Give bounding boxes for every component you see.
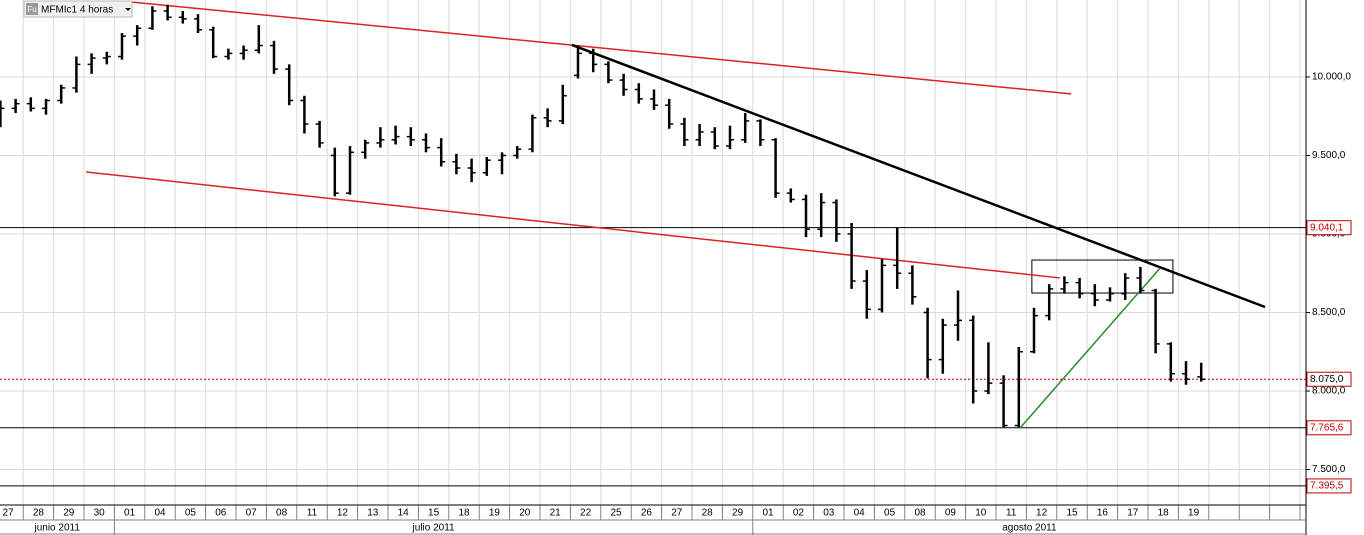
symbol-icon-text: Fu: [27, 5, 36, 14]
highlight-box: [1031, 259, 1174, 294]
x-tick-label: 12: [337, 508, 349, 519]
x-tick-label: 10: [975, 508, 987, 519]
x-tick-label: 02: [793, 508, 805, 519]
x-tick-label: 27: [2, 508, 14, 519]
x-tick-label: 14: [398, 508, 410, 519]
x-tick-label: 29: [63, 508, 75, 519]
y-tick-label: 10.000,0: [1312, 72, 1351, 83]
level-label-box: [1306, 478, 1352, 494]
x-tick-label: 19: [1188, 508, 1200, 519]
x-tick-label: 17: [1127, 508, 1139, 519]
x-tick-label: 04: [154, 508, 166, 519]
level-label: 7.395,5: [1310, 481, 1344, 492]
y-tick-label: 8.000,0: [1312, 386, 1346, 397]
x-tick-label: 19: [489, 508, 501, 519]
x-tick-label: 28: [702, 508, 714, 519]
x-tick-label: 07: [246, 508, 258, 519]
level-label: 8.075,0: [1310, 374, 1344, 385]
title-box: [23, 0, 133, 18]
trendline: [571, 43, 1266, 309]
x-tick-label: 09: [945, 508, 957, 519]
trendline: [129, 1, 1072, 95]
y-tick-label: 8.500,0: [1312, 307, 1346, 318]
x-tick-label: 15: [1066, 508, 1078, 519]
x-tick-label: 06: [215, 508, 227, 519]
title-dropdown: [125, 8, 131, 11]
x-tick-label: 22: [580, 508, 592, 519]
x-tick-label: 13: [367, 508, 379, 519]
x-tick-label: 16: [1097, 508, 1109, 519]
x-tick-label: 18: [1158, 508, 1170, 519]
month-label: agosto 2011: [1002, 523, 1057, 534]
x-tick-label: 11: [1006, 508, 1017, 519]
x-tick-label: 05: [884, 508, 896, 519]
x-tick-label: 28: [33, 508, 45, 519]
x-tick-label: 25: [610, 508, 622, 519]
y-tick-label: 7.500,0: [1312, 464, 1346, 475]
x-tick-label: 08: [914, 508, 926, 519]
level-label-box: [1306, 220, 1352, 236]
x-tick-label: 01: [124, 508, 136, 519]
x-tick-label: 20: [519, 508, 531, 519]
x-tick-label: 01: [762, 508, 774, 519]
x-tick-label: 11: [307, 508, 318, 519]
y-tick-label: 9.500,0: [1312, 150, 1346, 161]
x-tick-label: 03: [823, 508, 835, 519]
level-label-box: [1306, 420, 1352, 436]
x-tick-label: 21: [550, 508, 562, 519]
x-tick-label: 12: [1036, 508, 1048, 519]
x-tick-label: 08: [276, 508, 288, 519]
month-label: julio 2011: [412, 523, 456, 534]
level-label: 9.040,1: [1310, 222, 1344, 233]
chart-title: MFMIc1 4 horas: [41, 5, 113, 16]
x-tick-label: 15: [428, 508, 440, 519]
x-tick-label: 26: [641, 508, 653, 519]
x-tick-label: 18: [458, 508, 470, 519]
symbol-icon: [26, 3, 38, 15]
x-tick-label: 30: [94, 508, 106, 519]
x-tick-label: 04: [854, 508, 866, 519]
month-label: junio 2011: [33, 523, 80, 534]
trendline: [1019, 267, 1161, 429]
x-tick-label: 27: [671, 508, 683, 519]
x-tick-label: 29: [732, 508, 744, 519]
x-tick-label: 05: [185, 508, 197, 519]
level-label: 7.765,6: [1310, 422, 1344, 433]
level-label-box: [1306, 371, 1352, 387]
